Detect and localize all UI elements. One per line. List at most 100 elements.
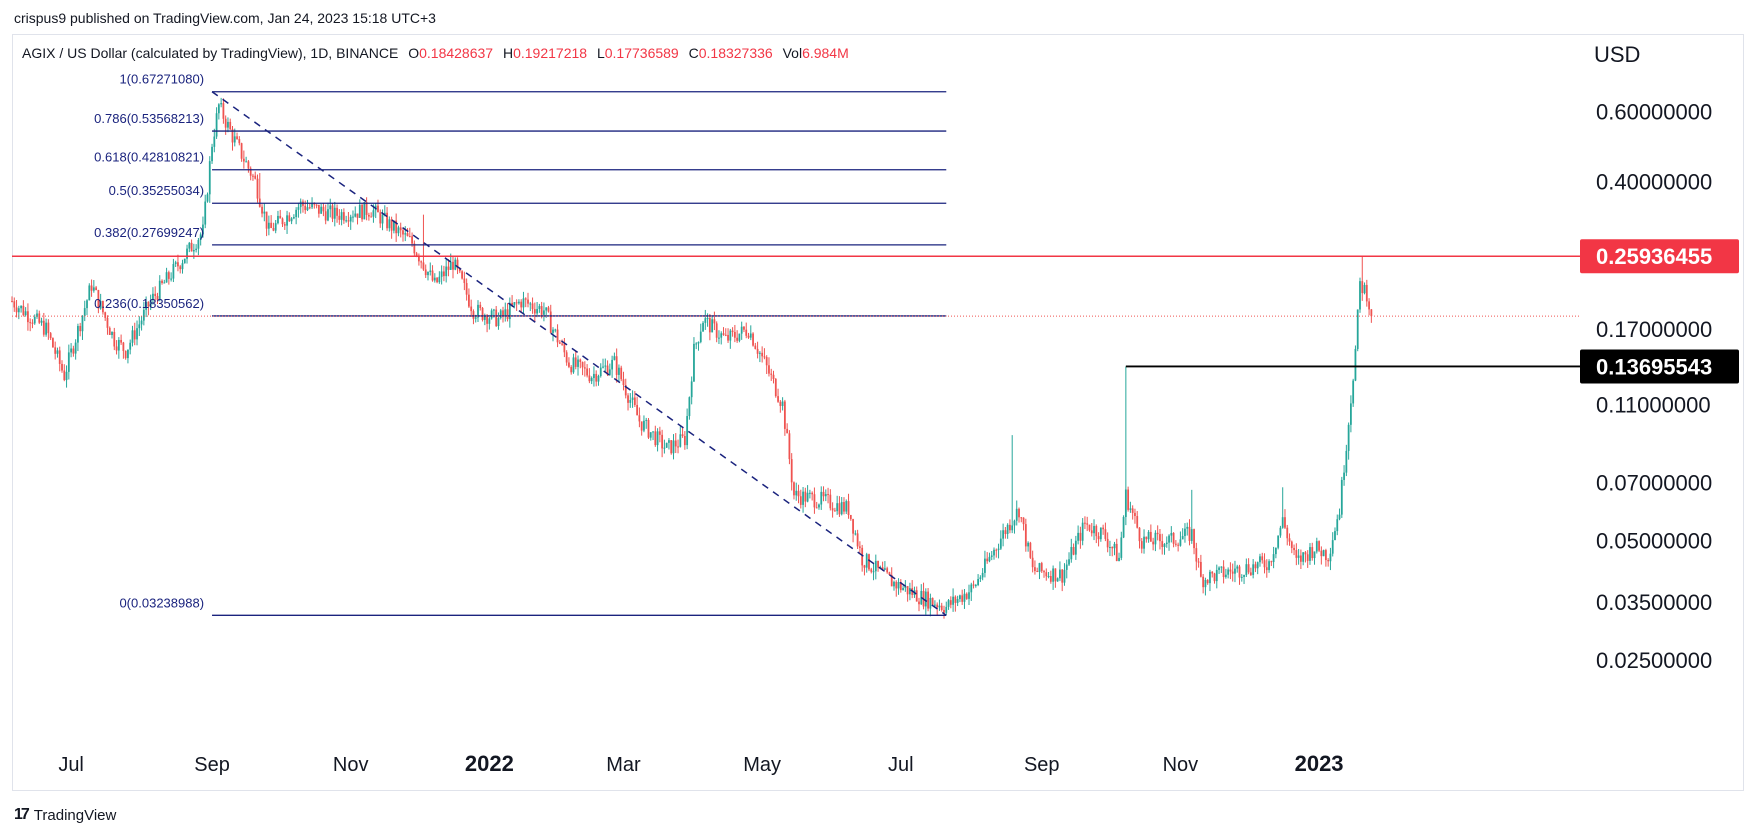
candle-body — [1047, 576, 1050, 578]
candle-body — [1231, 571, 1234, 574]
candle-body — [202, 224, 204, 235]
candle-body — [1297, 555, 1300, 558]
candle-body — [990, 555, 993, 557]
candle-body — [888, 572, 891, 575]
candle-body — [1086, 523, 1089, 525]
candle-body — [429, 270, 432, 272]
candle-body — [727, 334, 729, 341]
candle-body — [729, 330, 732, 341]
candle-body — [715, 323, 718, 338]
candle-body — [1354, 348, 1357, 381]
candle-body — [381, 214, 384, 224]
candle-body — [329, 205, 332, 210]
candle-body — [861, 547, 864, 566]
candle-body — [504, 309, 507, 316]
candle-body — [968, 592, 970, 599]
candle-body — [524, 298, 527, 300]
candle-body — [1054, 568, 1057, 582]
candle-body — [522, 298, 525, 308]
candle-body — [127, 349, 129, 359]
candle-body — [754, 345, 757, 349]
candle-body — [254, 175, 257, 179]
high-value: 0.19217218 — [513, 45, 588, 61]
candle-body — [1211, 571, 1214, 574]
price-tick-label: 0.60000000 — [1596, 99, 1712, 124]
candle-body — [311, 203, 313, 208]
candle-body — [58, 350, 61, 364]
candle-body — [1006, 524, 1009, 535]
candle-body — [245, 161, 248, 163]
candle-body — [1254, 564, 1257, 569]
candle-body — [554, 329, 557, 331]
candle-body — [1124, 489, 1127, 518]
candle-body — [1302, 552, 1305, 562]
candle-body — [340, 212, 343, 220]
candle-body — [883, 568, 886, 570]
candle-body — [1293, 547, 1295, 551]
candle-body — [1320, 550, 1323, 557]
candle-body — [1336, 519, 1339, 532]
candle-body — [145, 301, 148, 310]
candle-body — [804, 491, 807, 502]
candle-body — [961, 595, 964, 602]
candles-layer — [11, 97, 1373, 619]
candle-body — [988, 556, 991, 562]
candle-body — [643, 420, 645, 431]
close-label: C — [688, 45, 699, 61]
candle-body — [1206, 579, 1209, 584]
time-tick-label: Nov — [333, 754, 369, 776]
candle-body — [1147, 531, 1150, 540]
candle-body — [799, 496, 802, 505]
candle-body — [874, 560, 877, 572]
price-tick-label: 0.17000000 — [1596, 317, 1712, 342]
candle-body — [1356, 309, 1359, 349]
candle-body — [829, 494, 832, 509]
candle-body — [1213, 573, 1216, 582]
candle-body — [936, 604, 939, 608]
candle-body — [111, 331, 113, 335]
candle-body — [211, 146, 213, 162]
candle-body — [299, 201, 302, 208]
candle-body — [167, 272, 170, 279]
candle-body — [172, 264, 175, 279]
candle-body — [758, 352, 761, 354]
candle-body — [1315, 541, 1318, 552]
candle-body — [474, 317, 477, 319]
candle-body — [561, 343, 564, 345]
candle-body — [915, 590, 918, 602]
candle-body — [702, 322, 704, 332]
candle-body — [1274, 547, 1277, 555]
candle-body — [881, 567, 884, 570]
candle-body — [297, 207, 300, 210]
candle-body — [808, 492, 811, 494]
candle-body — [38, 313, 41, 323]
candle-body — [333, 207, 336, 219]
candle-body — [663, 447, 666, 449]
candle-body — [552, 329, 554, 333]
candle-body — [156, 296, 159, 300]
candle-body — [99, 301, 102, 309]
candle-body — [1243, 574, 1245, 577]
candle-body — [227, 121, 229, 128]
price-tick-label: 0.25936455 — [1596, 244, 1712, 269]
symbol-title: AGIX / US Dollar (calculated by TradingV… — [22, 45, 399, 61]
candle-body — [292, 217, 295, 219]
candle-body — [704, 318, 707, 323]
candle-body — [1079, 532, 1082, 541]
volume-value: 6.984M — [802, 45, 849, 61]
candle-body — [540, 306, 543, 315]
candle-body — [749, 333, 752, 338]
candle-body — [1118, 557, 1120, 561]
candle-body — [477, 304, 479, 318]
candle-body — [793, 482, 795, 496]
candle-body — [131, 330, 134, 343]
candle-body — [588, 375, 591, 382]
candle-body — [622, 379, 625, 386]
candle-body — [679, 434, 682, 447]
brand-name: TradingView — [33, 806, 117, 824]
candle-body — [1286, 527, 1289, 539]
candle-body — [654, 431, 657, 446]
candle-body — [633, 397, 636, 405]
candle-body — [720, 333, 723, 338]
